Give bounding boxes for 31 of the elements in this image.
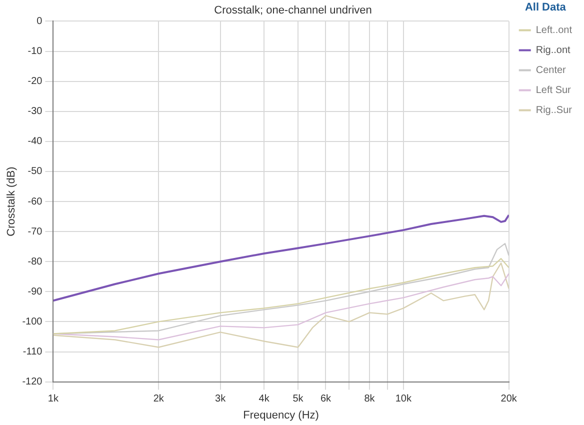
legend-label: Left Sur [536, 84, 572, 96]
y-tick-label: -10 [28, 46, 43, 57]
x-tick-label: 2k [153, 394, 165, 405]
x-tick-label: 6k [320, 394, 332, 405]
x-tick-label: 4k [258, 394, 270, 405]
y-tick-label: -80 [28, 256, 43, 268]
x-tick-label: 5k [292, 394, 304, 405]
x-axis-title: Frequency (Hz) [243, 409, 319, 422]
x-tick-label: 8k [364, 394, 376, 405]
legend-title: All Data [524, 2, 567, 14]
legend-label: Center [536, 64, 567, 76]
y-tick-label: -90 [28, 286, 43, 298]
y-tick-label: -70 [28, 226, 43, 238]
x-tick-label: 20k [500, 394, 518, 405]
y-tick-label: -40 [28, 136, 43, 148]
y-tick-label: -120 [22, 376, 43, 388]
y-tick-label: -60 [28, 196, 43, 208]
legend-label: Rig..Sur [536, 104, 573, 116]
y-tick-label: -110 [22, 346, 43, 358]
x-tick-label: 1k [48, 394, 60, 405]
x-tick-label: 3k [215, 394, 227, 405]
y-axis-title: Crosstalk (dB) [6, 166, 18, 236]
legend-label: Left..ont [536, 24, 572, 36]
y-tick-label: -100 [22, 316, 43, 328]
y-tick-label: -50 [28, 166, 43, 178]
legend-label: Rig..ont [536, 44, 571, 56]
x-tick-label: 10k [395, 394, 412, 405]
chart-title: Crosstalk; one-channel undriven [214, 4, 372, 17]
y-tick-label: -20 [28, 76, 43, 88]
y-tick-label: -30 [28, 106, 43, 118]
y-tick-label: 0 [36, 16, 43, 27]
